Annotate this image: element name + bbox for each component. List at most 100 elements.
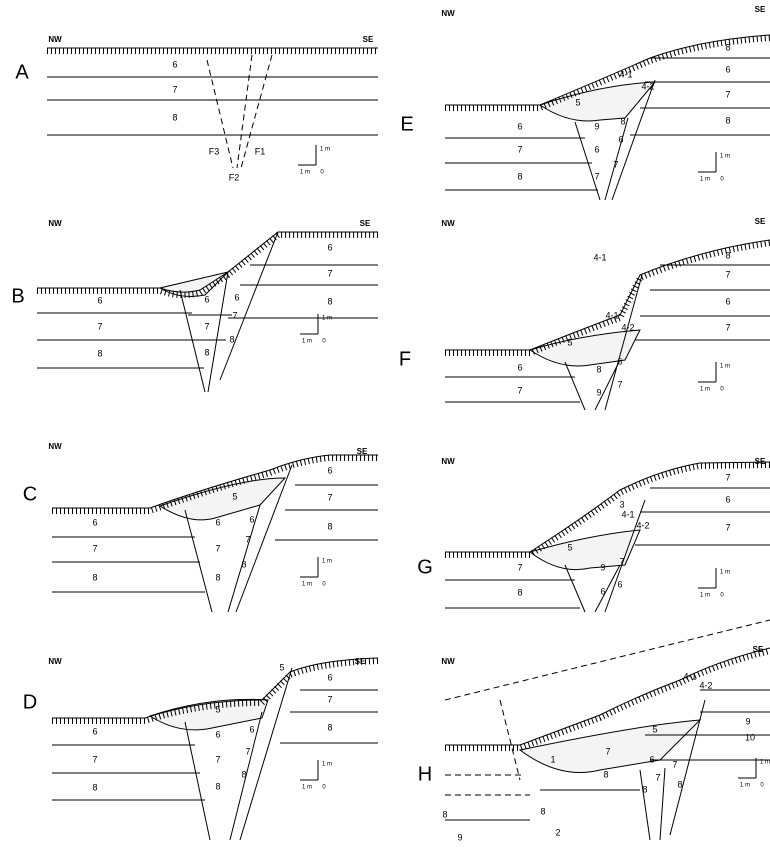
scale-label: 1 m	[720, 570, 730, 576]
unit-label: 8	[215, 781, 220, 791]
direction-nw: NW	[48, 442, 62, 451]
direction-se: SE	[755, 217, 766, 226]
unit-label: 4-2	[641, 81, 654, 91]
fault	[220, 232, 278, 380]
unit-label: 6	[249, 514, 254, 524]
unit-label: F2	[229, 172, 240, 182]
scale-label: 0	[720, 177, 724, 183]
unit-label: 7	[672, 759, 677, 769]
unit-label: 7	[327, 694, 332, 704]
unit-label: 7	[594, 171, 599, 181]
unit-label: 7	[97, 321, 102, 331]
unit-label: 2	[555, 827, 560, 837]
unit-label: 8	[92, 782, 97, 792]
fault	[565, 565, 585, 612]
unit-label: 6	[618, 134, 623, 144]
panel-letter: B	[11, 285, 24, 307]
unit-label: 10	[745, 732, 755, 742]
dashed-line	[445, 620, 770, 700]
unit-label: 6	[327, 672, 332, 682]
fault	[575, 122, 600, 200]
scale-label: 1 m	[700, 387, 710, 393]
unit-label: 5	[575, 97, 580, 107]
scale-label: 1 m	[700, 593, 710, 599]
scale-label: 0	[322, 339, 326, 345]
unit-label: 7	[327, 268, 332, 278]
unit-label: 6	[172, 59, 177, 69]
unit-label: 4-1	[605, 310, 618, 320]
unit-label: 6	[649, 754, 654, 764]
unit-label: 8	[540, 806, 545, 816]
direction-nw: NW	[48, 35, 62, 44]
unit-label: 7	[619, 556, 624, 566]
unit-label: 8	[642, 784, 647, 794]
unit-label: 7	[605, 746, 610, 756]
direction-nw: NW	[48, 219, 62, 228]
unit-label: 8	[442, 809, 447, 819]
scale-label: 0	[320, 170, 324, 176]
unit-label: 6	[725, 296, 730, 306]
unit-label: 3	[619, 499, 624, 509]
unit-label: F1	[255, 146, 266, 156]
unit-label: 8	[596, 364, 601, 374]
unit-label: 8	[725, 250, 730, 260]
unit-label: 4-2	[699, 680, 712, 690]
unit-label: 6	[92, 517, 97, 527]
direction-se: SE	[357, 447, 368, 456]
fault	[208, 272, 228, 392]
unit-label: 6	[92, 726, 97, 736]
unit-label: 7	[92, 543, 97, 553]
direction-nw: NW	[441, 219, 455, 228]
unit-label: 7	[245, 534, 250, 544]
panel-letter: D	[23, 691, 37, 713]
unit-label: 5	[652, 724, 657, 734]
direction-nw: NW	[441, 9, 455, 18]
figure: ANWSE678F3F1F21 m1 m0BNWSE6786786786781 …	[0, 0, 770, 853]
panel-letter: E	[400, 113, 413, 135]
unit-label: 6	[97, 295, 102, 305]
unit-label: 6	[215, 517, 220, 527]
unit-label: 5	[567, 542, 572, 552]
fault	[180, 290, 205, 392]
unit-label: 6	[249, 724, 254, 734]
unit-label: 7	[204, 321, 209, 331]
unit-label: 6	[204, 294, 209, 304]
scale-label: 1 m	[700, 177, 710, 183]
unit-label: 4-2	[621, 322, 634, 332]
unit-label: 7	[517, 385, 522, 395]
unit-label: 6	[725, 64, 730, 74]
direction-se: SE	[755, 457, 766, 466]
unit-label: 5	[567, 337, 572, 347]
unit-5-fill	[540, 82, 655, 121]
unit-label: 9	[596, 387, 601, 397]
unit-label: 7	[655, 772, 660, 782]
unit-label: 8	[677, 779, 682, 789]
scale-label: 1 m	[760, 760, 770, 766]
scale-label: 0	[720, 387, 724, 393]
unit-label: 7	[172, 84, 177, 94]
unit-5-fill	[160, 272, 228, 296]
direction-se: SE	[363, 35, 374, 44]
scale-label: 1 m	[720, 154, 730, 160]
unit-label: 8	[215, 572, 220, 582]
scale-label: 1 m	[322, 762, 332, 768]
unit-label: 8	[204, 347, 209, 357]
unit-label: 6	[594, 144, 599, 154]
unit-label: 6	[327, 465, 332, 475]
unit-label: 5	[232, 491, 237, 501]
unit-label: 7	[725, 89, 730, 99]
unit-label: 8	[517, 171, 522, 181]
unit-label: 6	[517, 362, 522, 372]
unit-label: 7	[215, 543, 220, 553]
unit-label: 8	[620, 116, 625, 126]
scale-label: 1 m	[300, 170, 310, 176]
unit-label: 7	[517, 562, 522, 572]
unit-label: 7	[613, 159, 618, 169]
unit-label: 4-1	[619, 69, 632, 79]
fault	[660, 768, 665, 840]
unit-label: 7	[327, 492, 332, 502]
unit-label: 9	[457, 832, 462, 842]
fault	[185, 510, 212, 612]
scale-label: 0	[322, 582, 326, 588]
fault	[640, 770, 650, 840]
